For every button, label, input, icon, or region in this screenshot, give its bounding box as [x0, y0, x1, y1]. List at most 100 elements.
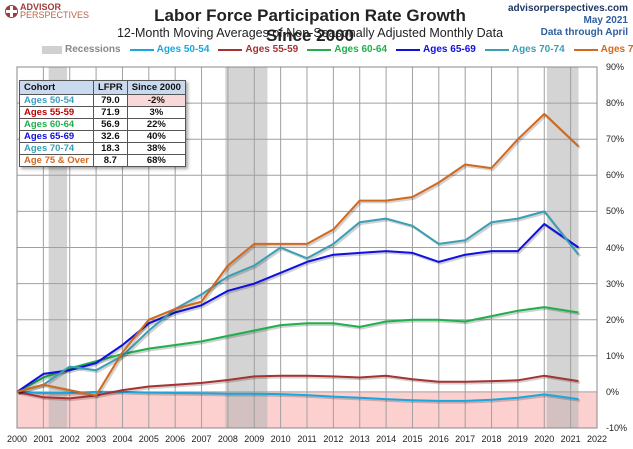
x-tick-label: 2013 — [349, 434, 370, 444]
cell-lfpr: 71.9 — [92, 106, 128, 119]
cell-lfpr: 56.9 — [92, 118, 128, 131]
legend-line-swatch — [218, 48, 243, 51]
logo: ADVISOR PERSPECTIVES — [5, 2, 90, 20]
source-date: May 2021 — [583, 15, 628, 26]
cell-lfpr: 8.7 — [92, 154, 128, 167]
x-tick-label: 2009 — [244, 434, 265, 444]
table-row: Ages 70-74 18.3 38% — [19, 142, 186, 155]
x-tick-label: 2005 — [138, 434, 159, 444]
legend-item: Ages 55-59 — [218, 44, 298, 55]
x-tick-label: 2016 — [428, 434, 449, 444]
cell-cohort: Ages 55-59 — [19, 106, 94, 119]
cell-since-2000: 40% — [126, 130, 186, 143]
y-tick-label: 80% — [606, 98, 625, 109]
cell-since-2000: 68% — [126, 154, 186, 167]
logo-line1: ADVISOR — [20, 2, 62, 12]
legend-label: Ages 75 and Over — [600, 44, 633, 55]
table-header-row: Cohort LFPR Since 2000 — [19, 80, 186, 95]
legend-band-swatch — [42, 45, 62, 54]
cell-since-2000: 22% — [126, 118, 186, 131]
legend-label: Ages 65-69 — [423, 44, 476, 55]
y-tick-label: 0% — [606, 386, 620, 397]
y-tick-label: 70% — [606, 134, 625, 145]
x-tick-label: 2002 — [59, 434, 80, 444]
legend-label: Ages 55-59 — [245, 44, 299, 55]
table-row: Ages 50-54 79.0 -2% — [19, 94, 186, 107]
legend-line-swatch — [484, 48, 509, 51]
cell-cohort: Age 75 & Over — [19, 154, 94, 167]
y-tick-label: 10% — [606, 350, 625, 361]
cell-cohort: Ages 65-69 — [19, 130, 94, 143]
series-line-ages-75-and-over — [16, 112, 580, 397]
legend-item: Ages 75 and Over — [573, 44, 633, 55]
legend-label: Ages 60-64 — [334, 44, 388, 55]
x-tick-label: 2015 — [402, 434, 423, 444]
source-block: advisorperspectives.com May 2021 Data th… — [508, 3, 628, 39]
x-tick-label: 2022 — [586, 434, 608, 444]
header-cohort: Cohort — [19, 80, 94, 95]
x-tick-label: 2007 — [191, 434, 212, 444]
x-tick-label: 2004 — [112, 434, 133, 444]
y-tick-label: 90% — [606, 62, 625, 72]
legend-label: Ages 70-74 — [511, 44, 565, 55]
x-tick-label: 2020 — [534, 434, 555, 444]
series-shadow — [18, 114, 581, 399]
y-tick-label: 30% — [606, 278, 625, 289]
legend-item: Ages 50-54 — [129, 44, 210, 55]
cell-lfpr: 79.0 — [92, 94, 128, 107]
y-tick-label: 60% — [606, 170, 625, 181]
cell-lfpr: 18.3 — [92, 142, 128, 155]
series-line-ages-60-64 — [16, 306, 579, 393]
cell-cohort: Ages 70-74 — [19, 142, 94, 155]
y-tick-label: 20% — [606, 314, 625, 325]
logo-line2: PERSPECTIVES — [20, 10, 90, 20]
legend-line-swatch — [307, 48, 332, 51]
series-line-ages-55-59 — [16, 374, 579, 400]
logo-compass-icon — [5, 4, 18, 18]
cell-cohort: Ages 60-64 — [19, 118, 94, 131]
plot-frame — [16, 66, 598, 429]
legend-item: Recessions — [42, 44, 121, 55]
legend-line-swatch — [396, 48, 421, 51]
cell-since-2000: 3% — [126, 106, 186, 119]
header-lfpr: LFPR — [92, 80, 128, 95]
source-site: advisorperspectives.com — [507, 3, 628, 14]
chart-subtitle: 12-Month Moving Averages of Non-Seasonal… — [116, 26, 504, 40]
x-tick-label: 2010 — [270, 434, 291, 444]
x-tick-label: 2000 — [6, 434, 28, 444]
cell-since-2000: 38% — [126, 142, 186, 155]
data-note: Data through April — [540, 27, 628, 38]
x-tick-label: 2011 — [297, 434, 317, 444]
series-shadow — [18, 375, 581, 402]
y-tick-label: 40% — [606, 242, 625, 253]
x-tick-label: 2019 — [507, 434, 528, 444]
series-line-ages-70-74 — [16, 210, 580, 393]
y-tick-label: 50% — [606, 206, 625, 217]
legend-item: Ages 70-74 — [484, 44, 565, 55]
legend-item: Ages 60-64 — [307, 44, 387, 55]
x-tick-label: 2018 — [481, 434, 502, 444]
legend-item: Ages 65-69 — [396, 44, 476, 55]
series-line-ages-65-69 — [16, 223, 580, 393]
series-shadow — [17, 224, 581, 395]
series-shadow — [17, 307, 581, 395]
cell-cohort: Ages 50-54 — [19, 94, 94, 107]
legend-line-swatch — [129, 48, 154, 51]
header-since: Since 2000 — [126, 80, 186, 95]
x-tick-label: 2001 — [33, 434, 54, 444]
cell-lfpr: 32.6 — [92, 130, 128, 143]
legend-label: Ages 50-54 — [156, 44, 210, 55]
x-tick-label: 2012 — [323, 434, 344, 444]
summary-table: Cohort LFPR Since 2000 Ages 50-54 79.0 -2%… — [19, 80, 186, 167]
table-row: Ages 55-59 71.9 3% — [19, 106, 186, 119]
x-tick-label: 2006 — [165, 434, 186, 444]
chart-title: Labor Force Participation Rate Growth Si… — [154, 6, 466, 45]
x-tick-label: 2014 — [376, 434, 397, 444]
table-row: Age 75 & Over 8.7 68% — [19, 154, 186, 167]
table-row: Ages 60-64 56.9 22% — [19, 118, 186, 131]
x-tick-label: 2021 — [560, 434, 581, 444]
legend: Recessions Ages 50-54 Ages 55-59 Ages 60-64… — [42, 44, 633, 55]
legend-label: Recessions — [65, 44, 121, 55]
x-tick-label: 2008 — [217, 434, 238, 444]
